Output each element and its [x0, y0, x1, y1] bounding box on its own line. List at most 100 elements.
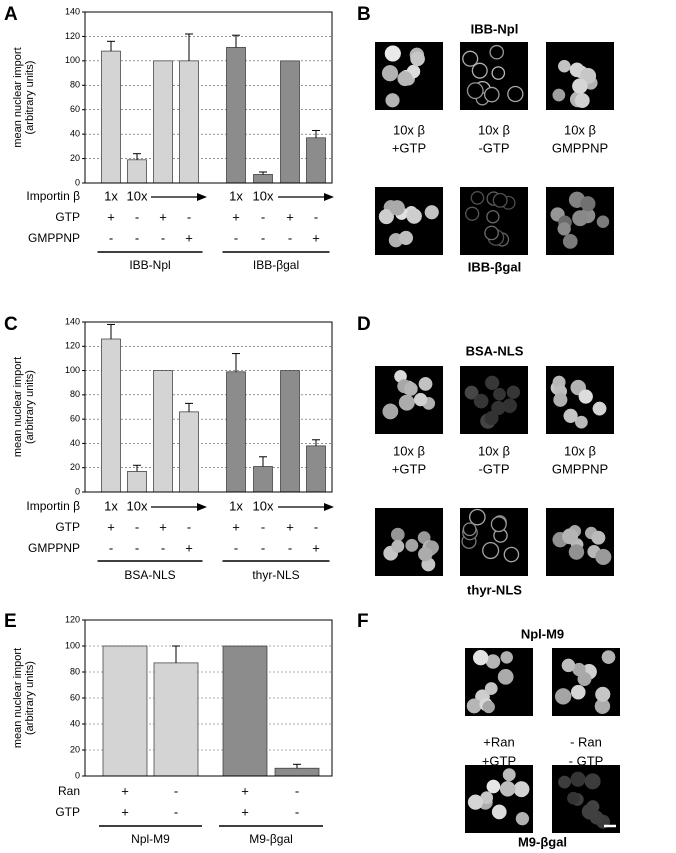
nucleus: [473, 393, 489, 409]
condition-value: -: [187, 209, 191, 224]
bar: [153, 662, 199, 777]
y-tick-label: 60: [70, 692, 80, 702]
condition-value: -: [135, 209, 139, 224]
nucleus: [464, 385, 479, 400]
condition-value: 1x: [104, 188, 118, 203]
error-bar: [107, 323, 115, 339]
y-tick-label: 0: [75, 770, 80, 780]
micrograph: [552, 765, 620, 833]
nucleus: [558, 59, 571, 73]
y-tick-label: 100: [65, 55, 80, 65]
nucleus: [389, 200, 405, 216]
plot-frame: [84, 11, 333, 184]
condition-value: +: [286, 519, 294, 534]
error-bar: [293, 763, 301, 769]
y-tick-label: 0: [75, 177, 80, 187]
nucleus: [410, 51, 425, 67]
y-tick-label: 100: [65, 640, 80, 650]
condition-label: Ran: [58, 784, 80, 798]
nucleus: [403, 382, 418, 396]
nucleus: [492, 192, 508, 208]
y-tick-label: 140: [65, 6, 80, 16]
condition-label: GMPPNP: [28, 541, 80, 555]
panel-letter: E: [4, 611, 17, 632]
error-bar: [133, 464, 141, 472]
nucleus: [472, 649, 489, 666]
group-label: IBB-βgal: [253, 258, 299, 272]
condition-value: -: [314, 209, 318, 224]
y-axis-label: mean nuclear import: [12, 648, 24, 748]
micrograph: [375, 366, 443, 434]
panel-title: Npl-M9: [521, 626, 564, 641]
nucleus: [558, 775, 571, 789]
y-axis-label: (arbitrary units): [24, 370, 36, 444]
y-tick-label: 0: [75, 486, 80, 496]
nucleus: [418, 546, 433, 562]
nucleus: [418, 376, 433, 391]
condition-value: +: [241, 783, 249, 798]
condition-value: 10x: [253, 498, 274, 513]
bar: [153, 60, 173, 184]
y-tick-label: 80: [70, 666, 80, 676]
condition-label: 10x β: [393, 443, 425, 458]
nucleus: [502, 768, 516, 782]
condition-value: -: [187, 519, 191, 534]
nucleus: [482, 700, 496, 714]
bar: [153, 370, 173, 493]
nucleus: [491, 400, 506, 416]
panel-title: IBB-Npl: [471, 21, 519, 36]
panel-letter: C: [4, 314, 18, 335]
y-tick-label: 40: [70, 718, 80, 728]
micrograph: [465, 648, 533, 716]
condition-value: +: [232, 519, 240, 534]
nucleus: [484, 375, 500, 391]
nucleus: [554, 688, 572, 705]
condition-label: 10x β: [478, 443, 510, 458]
condition-label: 10x β: [393, 122, 425, 137]
condition-value: +: [312, 230, 320, 245]
nucleus: [506, 385, 521, 399]
condition-value: 1x: [229, 498, 243, 513]
nucleus: [469, 508, 486, 526]
condition-value: -: [288, 540, 292, 555]
nucleus: [482, 541, 500, 560]
nucleus: [470, 191, 485, 205]
bar: [253, 174, 273, 184]
bar: [226, 47, 246, 184]
condition-label: 10x β: [564, 443, 596, 458]
nucleus: [398, 394, 415, 411]
condition-label: Importin β: [26, 189, 80, 203]
y-axis-label: (arbitrary units): [24, 61, 36, 135]
error-bar: [232, 34, 240, 48]
nucleus: [385, 93, 400, 108]
condition-label: GMPPNP: [28, 231, 80, 245]
panel-title: thyr-NLS: [467, 582, 522, 597]
condition-label: - Ran: [570, 734, 602, 749]
panel-title: IBB-βgal: [468, 259, 521, 274]
y-tick-label: 80: [70, 80, 80, 90]
y-tick-label: 120: [65, 31, 80, 41]
condition-value: +: [121, 783, 129, 798]
group-label: M9-βgal: [249, 832, 293, 846]
panel-letter: D: [357, 314, 371, 335]
condition-label: -GTP: [478, 461, 509, 476]
nucleus: [570, 771, 586, 787]
nucleus: [484, 411, 499, 426]
nucleus: [572, 78, 588, 94]
condition-label: GMPPNP: [552, 461, 608, 476]
nucleus: [484, 682, 498, 695]
nucleus: [515, 811, 530, 826]
condition-value: -: [109, 230, 113, 245]
nucleus: [489, 44, 505, 60]
y-tick-label: 60: [70, 104, 80, 114]
condition-value: -: [295, 783, 299, 798]
y-tick-label: 40: [70, 129, 80, 139]
y-tick-label: 100: [65, 365, 80, 375]
nucleus: [462, 50, 479, 67]
condition-value: 10x: [127, 498, 148, 513]
condition-value: -: [161, 540, 165, 555]
micrograph: [460, 508, 528, 576]
nucleus: [382, 403, 399, 420]
nucleus: [601, 650, 616, 664]
